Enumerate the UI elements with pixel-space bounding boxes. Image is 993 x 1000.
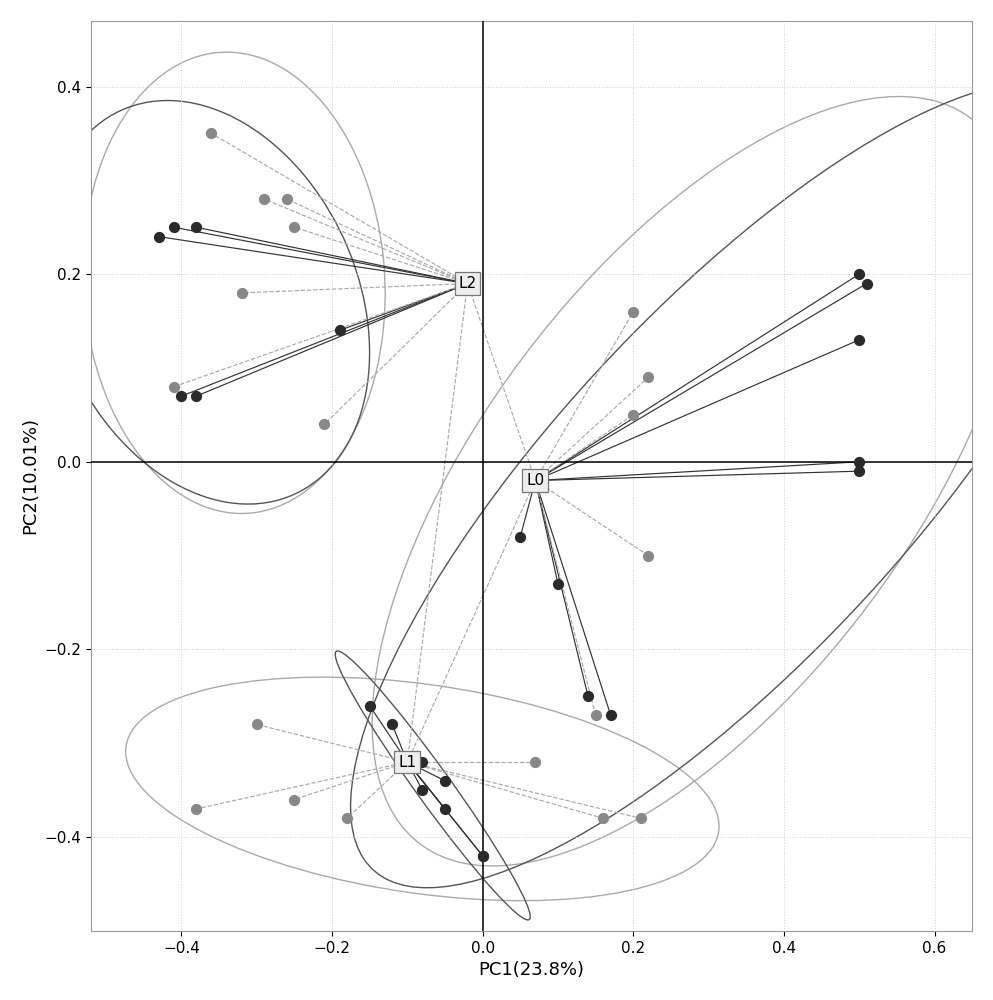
Point (851, 463, 867, 479)
Point (340, 810, 355, 826)
Point (851, 454, 867, 470)
Point (626, 304, 641, 320)
Point (317, 416, 333, 432)
Point (588, 707, 604, 723)
Point (166, 379, 182, 395)
Point (286, 792, 302, 808)
Point (437, 801, 453, 817)
Point (204, 125, 219, 141)
Point (475, 848, 491, 864)
Point (384, 716, 400, 732)
Point (189, 219, 205, 235)
Point (851, 266, 867, 282)
Point (233, 285, 249, 301)
Point (626, 407, 641, 423)
Point (174, 388, 190, 404)
Text: L1: L1 (398, 755, 416, 770)
Point (640, 369, 656, 385)
Text: L0: L0 (526, 473, 544, 488)
Point (166, 219, 182, 235)
Point (332, 322, 348, 338)
X-axis label: PC1(23.8%): PC1(23.8%) (479, 961, 585, 979)
Point (640, 548, 656, 564)
Point (550, 576, 566, 592)
Point (633, 810, 648, 826)
Point (361, 698, 377, 714)
Point (475, 848, 491, 864)
Point (189, 801, 205, 817)
Point (414, 754, 430, 770)
Point (437, 773, 453, 789)
Point (414, 782, 430, 798)
Point (279, 191, 295, 207)
Point (151, 229, 167, 245)
Point (527, 754, 543, 770)
Point (580, 688, 596, 704)
Point (595, 810, 611, 826)
Point (256, 191, 272, 207)
Point (851, 332, 867, 348)
Point (189, 388, 205, 404)
Y-axis label: PC2(10.01%): PC2(10.01%) (21, 417, 39, 534)
Point (512, 529, 528, 545)
Point (859, 276, 875, 292)
Text: L2: L2 (459, 276, 477, 291)
Point (286, 219, 302, 235)
Point (248, 716, 264, 732)
Point (603, 707, 619, 723)
